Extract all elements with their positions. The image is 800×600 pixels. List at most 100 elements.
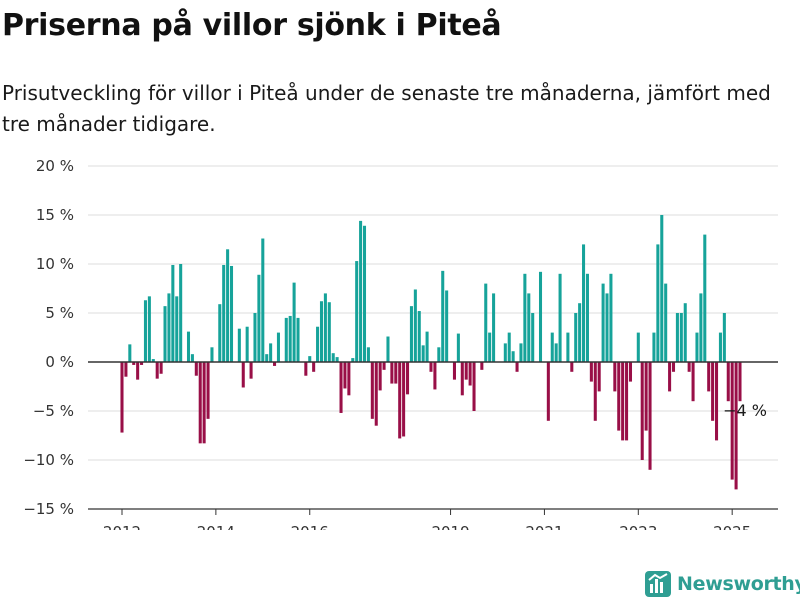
bar [210, 347, 214, 362]
bar [441, 270, 445, 362]
bar [488, 332, 492, 362]
bar [265, 354, 269, 362]
bar [288, 315, 292, 362]
bar [226, 249, 230, 362]
bar [366, 347, 370, 362]
bar [480, 362, 484, 370]
bar [613, 362, 617, 392]
y-tick-label: 5 % [45, 304, 74, 322]
bar [136, 362, 140, 380]
bar [304, 362, 308, 376]
bar [370, 362, 374, 419]
bar [640, 362, 644, 460]
bar [155, 362, 159, 379]
bar [578, 303, 582, 362]
bar [437, 347, 441, 362]
brand[interactable]: Newsworthy [645, 570, 800, 598]
bar [621, 362, 625, 441]
bar [147, 296, 151, 362]
y-tick-label: −15 % [23, 500, 74, 518]
bar [734, 362, 738, 490]
bar [359, 220, 363, 362]
bar [167, 293, 171, 362]
x-tick-label: 2019 [431, 523, 469, 530]
bar [527, 293, 531, 362]
bar [738, 362, 742, 402]
bar [229, 265, 234, 362]
bar [593, 362, 597, 421]
bar [730, 362, 734, 480]
bar [570, 362, 574, 372]
bar [425, 331, 429, 362]
bar [538, 271, 543, 362]
y-tick-label: 10 % [36, 255, 74, 273]
bar [261, 238, 265, 362]
bar [511, 351, 515, 362]
bar [186, 331, 191, 362]
annotations: −4 % [723, 401, 767, 420]
bar [609, 273, 613, 362]
bar [566, 332, 570, 362]
bar [679, 313, 683, 362]
y-axis-labels: 20 % 15 % 10 % 5 % 0 % −5 % −10 % −15 % [23, 157, 74, 518]
bar [132, 362, 136, 365]
bar [386, 336, 390, 362]
bar [648, 362, 652, 470]
bar [703, 234, 707, 362]
bar [339, 362, 343, 413]
y-tick-label: 15 % [36, 206, 74, 224]
bar [319, 301, 324, 362]
bar [585, 273, 589, 362]
bar [558, 273, 562, 362]
bar [691, 362, 695, 402]
bar-chart: 20 %15 %10 %5 %0 %−5 %−10 %−15 % 2012201… [23, 157, 778, 530]
bar [515, 362, 519, 372]
bar [683, 303, 687, 362]
bar [398, 362, 402, 439]
bar [351, 358, 355, 362]
bar [582, 244, 586, 362]
bar [323, 293, 327, 362]
bar [445, 290, 449, 362]
bar [409, 306, 413, 362]
chart-title: Priserna på villor sjönk i Piteå [2, 8, 502, 43]
y-tick-label: −5 % [33, 402, 74, 420]
bar [464, 362, 468, 380]
bar [531, 313, 535, 362]
bar [257, 274, 261, 362]
bar [472, 362, 476, 411]
bar [179, 264, 183, 362]
brand-name: Newsworthy [677, 573, 800, 595]
y-tick-label: 20 % [36, 157, 74, 175]
bar [312, 362, 316, 372]
bar [574, 313, 578, 362]
bar [143, 300, 147, 362]
bar [660, 215, 664, 362]
bar [636, 332, 640, 362]
bars [120, 215, 742, 490]
bar [429, 362, 433, 372]
bar [546, 362, 550, 421]
bar [507, 332, 511, 362]
bar [554, 343, 558, 362]
bar [675, 313, 679, 362]
x-axis: 2012 2014 2016 2019 2021 2023 2025 [88, 361, 778, 530]
bar [296, 317, 300, 362]
y-tick-label: 0 % [45, 353, 74, 371]
bar [292, 282, 296, 362]
bar [284, 317, 288, 362]
bar [249, 362, 253, 379]
bar [687, 362, 691, 372]
bar [308, 356, 312, 362]
bar [625, 362, 629, 441]
bar [269, 343, 273, 362]
bar [668, 362, 672, 392]
bar [253, 313, 257, 362]
bar [245, 326, 249, 362]
bar [589, 362, 593, 382]
bar [413, 289, 417, 362]
bar [140, 362, 144, 365]
bar [198, 362, 202, 444]
bar [241, 362, 245, 388]
bar [550, 332, 554, 362]
